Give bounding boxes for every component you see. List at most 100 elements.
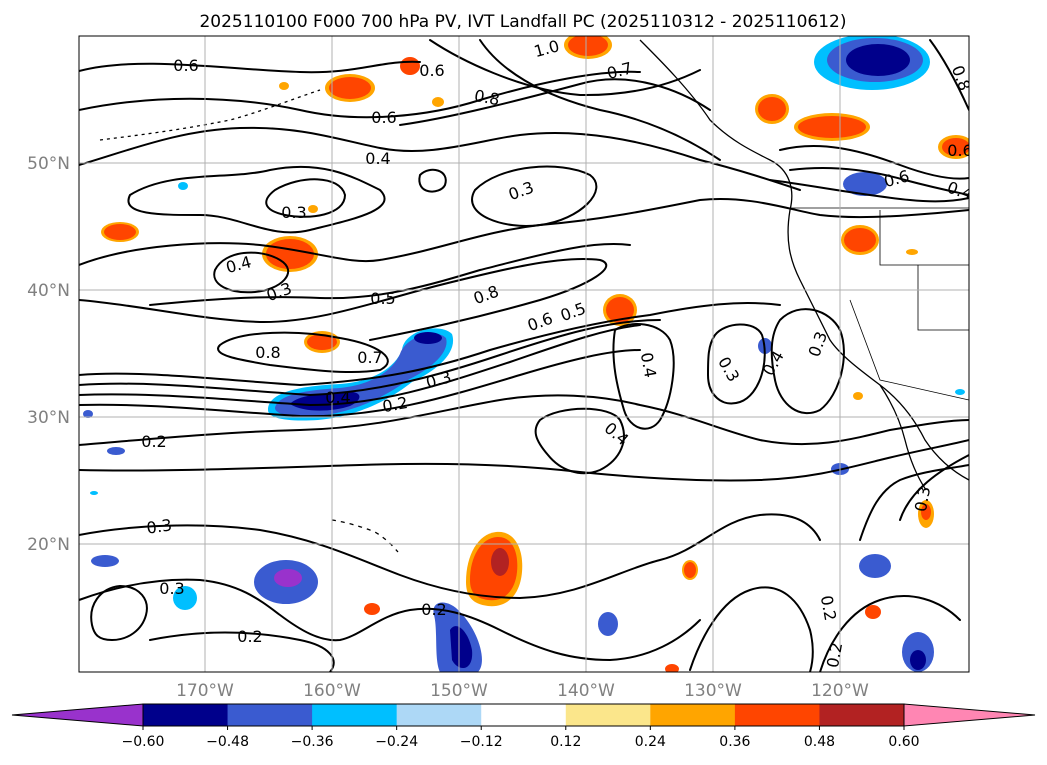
lon-tick-label: 140°W (557, 681, 615, 701)
colorbar-tick-label: 0.12 (550, 734, 581, 750)
colorbar: −0.60 −0.48 −0.36 −0.24 −0.12 0.12 0.24 0.36 0.4… (11, 703, 1036, 750)
colorbar-segments (12, 704, 1035, 726)
neg-patch-northeast (814, 36, 930, 90)
colorbar-segment (143, 704, 229, 726)
contour-line-south (612, 323, 675, 430)
lon-tick-label: 160°W (303, 681, 361, 701)
contour-line-jet (79, 302, 781, 386)
contour-line-north (429, 39, 701, 97)
lon-tick-label: 130°W (684, 681, 742, 701)
colorbar-extend-high (904, 704, 1035, 726)
negative-anomaly-patches (83, 36, 965, 672)
contour-line-mid (127, 165, 386, 234)
colorbar-tick-label: 0.24 (635, 734, 666, 750)
contour-line-south (899, 454, 969, 521)
colorbar-tick-label: 0.48 (804, 734, 835, 750)
contour-label: 0.2 (141, 432, 166, 451)
colorbar-frame (142, 703, 905, 727)
colorbar-tick-label: −0.12 (460, 734, 503, 750)
lat-tick-label: 50°N (27, 154, 70, 174)
colorbar-segment (312, 704, 398, 726)
colorbar-segment (481, 704, 567, 726)
contour-label: 0.6 (371, 108, 396, 127)
contour-line-coast (769, 179, 969, 203)
colorbar-tick-label: 0.60 (888, 734, 919, 750)
pos-patch-subtropical (466, 531, 523, 607)
lon-tick-label: 120°W (811, 681, 869, 701)
contour-label: 0.6 (419, 61, 444, 80)
contour-label: 0.4 (637, 351, 660, 379)
contour-label: 0.2 (421, 600, 446, 619)
colorbar-segment (734, 704, 820, 726)
contour-label: 0.3 (281, 203, 306, 222)
contour-label: 0.3 (911, 485, 934, 513)
latitude-ticks: 50°N 40°N 30°N 20°N (27, 154, 70, 555)
colorbar-tick-label: 0.36 (719, 734, 750, 750)
contour-line-south (534, 407, 625, 475)
contour-line-south (79, 394, 969, 446)
baja-coast (879, 384, 927, 491)
hawaiian-islands (331, 519, 399, 553)
colorbar-extend-low (12, 704, 143, 726)
contour-line-jet (79, 258, 608, 341)
contour-line-south (689, 586, 814, 672)
pos-patch-north-pacific (101, 36, 612, 353)
contour-line-coast (789, 167, 969, 196)
gridlines (79, 36, 969, 672)
lat-tick-label: 20°N (27, 535, 70, 555)
pos-patch-west-coast (603, 94, 969, 326)
contour-line-mid (79, 126, 801, 191)
contour-label: 0.2 (381, 393, 409, 416)
longitude-ticks: 170°W 160°W 150°W 140°W 130°W 120°W (176, 681, 869, 701)
colorbar-segment (819, 704, 905, 726)
contour-label: 0.4 (325, 388, 350, 407)
contour-label: 0.8 (255, 343, 280, 362)
contour-label: 0.3 (145, 515, 173, 537)
contour-line-south (819, 595, 961, 672)
pos-patch-small (279, 82, 934, 672)
contour-line-north (479, 39, 721, 161)
contour-line-north (79, 60, 421, 74)
positive-anomaly-patches (101, 36, 969, 672)
colorbar-segment (650, 704, 736, 726)
colorbar-ticks: −0.60 −0.48 −0.36 −0.24 −0.12 0.12 0.24 0.36 0.4… (122, 726, 920, 750)
contour-label: 0.3 (159, 579, 184, 598)
figure-title: 2025110100 F000 700 hPa PV, IVT Landfall… (199, 12, 846, 32)
contour-label: 0.2 (823, 641, 846, 669)
contour-label: 0.6 (173, 56, 198, 75)
contour-line-south (79, 513, 821, 599)
colorbar-tick-label: −0.60 (122, 734, 165, 750)
contour-line-jet (79, 324, 641, 406)
contour-line-mid (418, 168, 447, 193)
contour-line-south (707, 323, 766, 405)
contour-label: 0.2 (817, 594, 840, 622)
contour-label: 0.8 (473, 86, 501, 109)
map-background (79, 36, 969, 672)
map-frame (78, 35, 970, 673)
colorbar-segment (565, 704, 651, 726)
colorbar-segment (396, 704, 482, 726)
contour-line-jet (149, 243, 631, 306)
contour-line-south (770, 308, 845, 415)
us-mexico-border (849, 299, 969, 401)
contour-label: 0.5 (370, 289, 395, 308)
contour-line-north (79, 70, 641, 119)
north-america-coast (639, 39, 969, 481)
contour-line-jet (217, 331, 389, 374)
colorbar-tick-label: −0.24 (375, 734, 418, 750)
contour-line-south (79, 578, 701, 661)
contour-line-north (399, 78, 711, 126)
lon-tick-label: 150°W (430, 681, 488, 701)
map-area: 0.6 1.0 0.6 0.7 0.8 0.6 0.4 0.3 0.3 0.4 … (79, 36, 972, 672)
contour-line-mid (79, 198, 969, 266)
contour-line-jet (79, 319, 661, 396)
contour-line-mid (213, 251, 289, 294)
colorbar-tick-label: −0.36 (291, 734, 334, 750)
contour-line-jet (79, 349, 641, 418)
lon-tick-label: 170°W (176, 681, 234, 701)
contour-label: 0.2 (237, 627, 262, 646)
contour-line-south (90, 585, 148, 641)
contour-label: 0.6 (947, 141, 972, 160)
lat-tick-label: 30°N (27, 408, 70, 428)
